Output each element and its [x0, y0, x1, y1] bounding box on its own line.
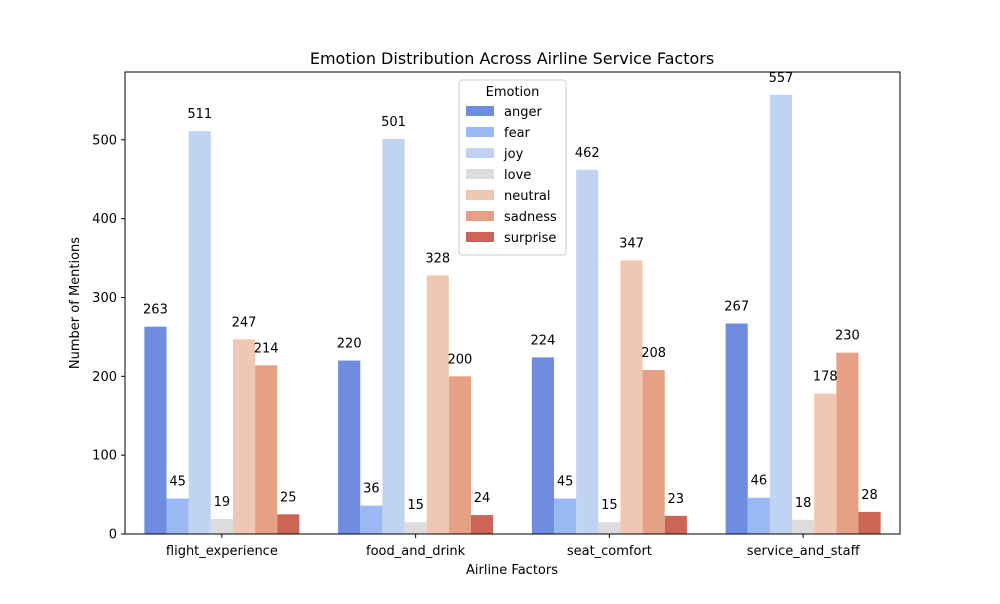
bar-labels-layer: 263 220 224 267 45 36 45 46 511 501 462 557 19 15 15 18… — [143, 71, 878, 513]
bar-value-label: 247 — [232, 315, 257, 330]
bar-value-label: 267 — [724, 299, 749, 314]
bar-value-label: 18 — [795, 496, 812, 511]
bar-value-label: 19 — [214, 495, 231, 510]
bar-neutral-service_and_staff — [814, 393, 837, 534]
legend-swatch-surprise — [466, 232, 494, 242]
bar-joy-food_and_drink — [382, 139, 405, 534]
bar-surprise-flight_experience — [277, 514, 300, 534]
bar-value-label: 208 — [641, 346, 666, 361]
chart-title: Emotion Distribution Across Airline Serv… — [310, 49, 714, 68]
legend-swatch-fear — [466, 127, 494, 137]
y-tick-label: 500 — [92, 133, 117, 148]
bar-value-label: 230 — [835, 329, 860, 344]
legend-swatch-love — [466, 169, 494, 179]
bar-value-label: 45 — [557, 475, 574, 490]
legend-label-anger: anger — [504, 105, 542, 120]
axes-layer: 0 100 200 300 400 500 flight_experience food_an… — [92, 71, 901, 559]
bar-value-label: 501 — [381, 115, 406, 130]
legend-label-joy: joy — [503, 147, 524, 162]
bar-love-flight_experience — [210, 519, 233, 534]
legend-swatch-anger — [466, 106, 494, 116]
bar-joy-service_and_staff — [769, 94, 793, 535]
x-tick-label: seat_comfort — [567, 544, 652, 559]
bar-value-label: 328 — [425, 251, 450, 266]
bar-anger-flight_experience — [144, 326, 167, 534]
bar-value-label: 28 — [861, 488, 878, 503]
bar-fear-food_and_drink — [360, 505, 383, 534]
legend: Emotion anger fear joy love neutral sadness sur… — [458, 79, 567, 256]
bars-layer — [144, 94, 881, 535]
bar-value-label: 178 — [813, 370, 838, 385]
bar-value-label: 224 — [531, 333, 556, 348]
bar-neutral-food_and_drink — [426, 275, 449, 534]
bar-joy-flight_experience — [188, 131, 211, 534]
y-tick-label: 100 — [92, 449, 117, 464]
bar-anger-service_and_staff — [725, 323, 748, 534]
bar-surprise-seat_comfort — [664, 515, 687, 534]
bar-value-label: 15 — [601, 498, 618, 513]
x-tick-label: flight_experience — [166, 544, 278, 559]
bar-love-seat_comfort — [598, 522, 621, 534]
bar-value-label: 462 — [575, 146, 600, 161]
bar-surprise-food_and_drink — [470, 515, 494, 534]
bar-fear-seat_comfort — [554, 498, 577, 534]
bar-value-label: 24 — [474, 491, 491, 506]
bar-sadness-service_and_staff — [836, 352, 859, 534]
legend-label-sadness: sadness — [504, 210, 557, 225]
legend-label-neutral: neutral — [504, 189, 551, 204]
y-tick-label: 400 — [92, 212, 117, 227]
bar-love-food_and_drink — [404, 522, 427, 534]
legend-swatch-neutral — [466, 190, 494, 200]
bar-value-label: 23 — [668, 492, 685, 507]
bar-anger-food_and_drink — [338, 360, 361, 534]
legend-title: Emotion — [486, 85, 540, 100]
legend-swatch-sadness — [466, 211, 494, 221]
bar-value-label: 200 — [447, 352, 472, 367]
bar-value-label: 263 — [143, 303, 168, 318]
bar-love-service_and_staff — [792, 519, 815, 534]
legend-label-surprise: surprise — [504, 231, 556, 246]
bar-sadness-flight_experience — [255, 365, 278, 534]
bar-joy-seat_comfort — [576, 169, 599, 534]
bar-value-label: 511 — [187, 107, 212, 122]
y-axis-label: Number of Mentions — [68, 237, 83, 369]
legend-label-fear: fear — [504, 126, 531, 141]
bar-neutral-flight_experience — [232, 339, 256, 534]
bar-value-label: 557 — [769, 71, 794, 86]
bar-value-label: 46 — [751, 474, 768, 489]
bar-value-label: 45 — [169, 475, 186, 490]
bar-sadness-food_and_drink — [448, 376, 471, 534]
x-tick-label: food_and_drink — [366, 544, 466, 559]
bar-value-label: 36 — [363, 482, 380, 497]
bar-fear-flight_experience — [166, 498, 189, 534]
bar-value-label: 347 — [619, 236, 644, 251]
legend-swatch-joy — [466, 148, 494, 158]
bar-sadness-seat_comfort — [642, 370, 665, 534]
bar-value-label: 25 — [280, 490, 297, 505]
legend-label-love: love — [504, 168, 531, 183]
y-tick-label: 0 — [109, 528, 117, 543]
bar-value-label: 15 — [407, 498, 424, 513]
plot-frame — [124, 71, 901, 535]
bar-neutral-seat_comfort — [620, 260, 643, 534]
y-tick-label: 300 — [92, 291, 117, 306]
bar-anger-seat_comfort — [531, 357, 555, 534]
bar-fear-service_and_staff — [747, 497, 770, 534]
x-axis-label: Airline Factors — [466, 563, 558, 578]
bar-value-label: 214 — [254, 341, 279, 356]
x-tick-label: service_and_staff — [747, 544, 861, 559]
y-tick-label: 200 — [92, 370, 117, 385]
bar-value-label: 220 — [337, 337, 362, 352]
bar-surprise-service_and_staff — [858, 511, 881, 534]
